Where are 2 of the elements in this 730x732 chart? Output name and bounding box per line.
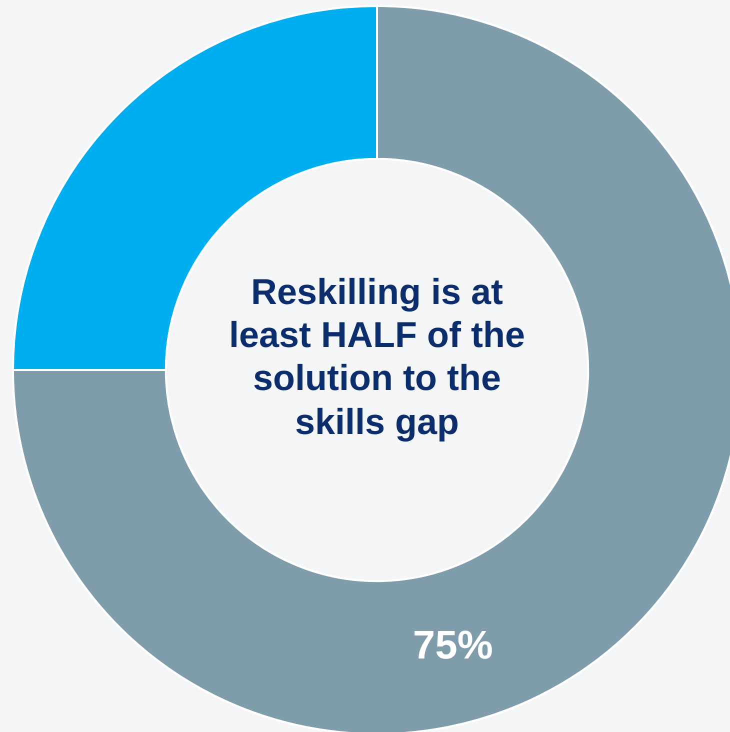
text: Reskilling is at least HALF of the solution to the skills gap [228,270,526,443]
data-label: 75% [412,623,493,668]
